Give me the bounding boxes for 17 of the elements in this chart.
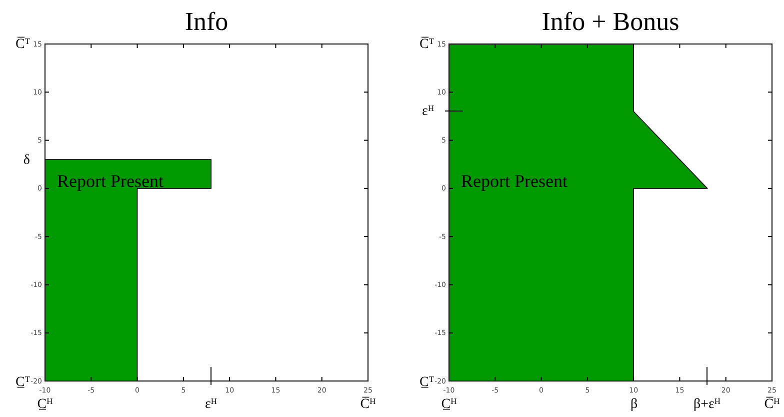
- annotation: Report Present: [461, 171, 568, 191]
- text: C̲$^{H}$: [37, 396, 53, 412]
- text: δ: [23, 153, 30, 168]
- text: C̲$^{H}$: [441, 396, 457, 412]
- text: C̲$^{T}$: [16, 374, 30, 390]
- chart-title: Info + Bonus: [542, 7, 680, 36]
- text: C̅$^{T}$: [16, 36, 30, 52]
- text: β: [630, 397, 638, 412]
- text: ε$^{H}$: [205, 396, 217, 412]
- text: β+ε$^{H}$: [694, 396, 720, 412]
- text: C̅$^{H}$: [360, 396, 376, 412]
- chart-title: Info: [184, 7, 228, 36]
- text: ε$^{H}$: [422, 104, 434, 119]
- annotation: Report Present: [57, 171, 164, 191]
- text: C̅$^{T}$: [420, 36, 434, 52]
- text: C̅$^{H}$: [764, 396, 780, 412]
- text: C̲$^{T}$: [420, 374, 434, 390]
